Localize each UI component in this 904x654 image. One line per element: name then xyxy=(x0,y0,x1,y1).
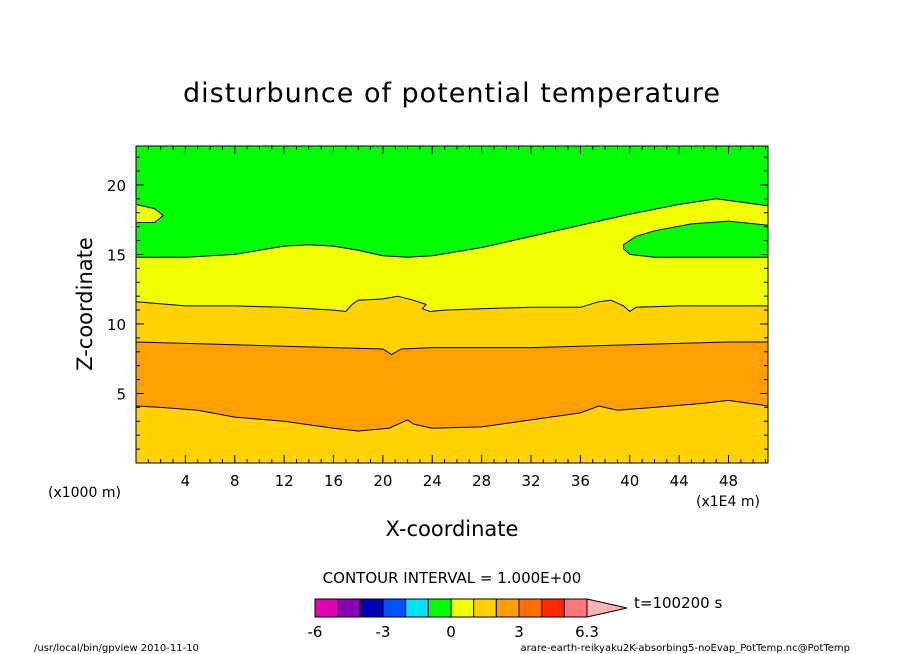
x-unit-label: (x1E4 m) xyxy=(696,494,760,510)
colorbar-cell xyxy=(359,598,384,618)
colorbar-tick-label: 0 xyxy=(446,623,456,641)
contour-line-3-upper xyxy=(135,341,768,356)
x-tick-label: 40 xyxy=(620,472,639,490)
yellow-notch-left xyxy=(136,204,164,223)
x-tick-label: 32 xyxy=(521,472,540,490)
y-tick-label: 15 xyxy=(107,246,126,264)
contour-line-1-island-right xyxy=(623,220,769,258)
colorbar-cell xyxy=(450,598,475,618)
y-tick-label: 20 xyxy=(107,177,126,195)
band-3-to-4 xyxy=(136,342,768,431)
x-tick-label: 8 xyxy=(230,472,240,490)
band-0-to-1 xyxy=(136,146,768,258)
contour-line-2 xyxy=(135,295,768,313)
x-tick-label: 20 xyxy=(373,472,392,490)
colorbar xyxy=(314,598,628,618)
colorbar-tick-label: 3 xyxy=(514,623,524,641)
colorbar-cell xyxy=(314,598,339,618)
chart-title: disturbunce of potential temperature xyxy=(183,78,721,109)
x-tick-label: 16 xyxy=(324,472,343,490)
footer-right: arare-earth-reikyaku2K-absorbing5-noEvap… xyxy=(521,643,851,654)
plot-area xyxy=(135,145,769,464)
contour-line-1 xyxy=(136,198,769,258)
colorbar-cell xyxy=(541,598,565,618)
colorbar-cell xyxy=(405,598,429,618)
time-label: t=100200 s xyxy=(634,594,722,612)
contour-line-1-island-left xyxy=(135,203,165,223)
contour-interval-label: CONTOUR INTERVAL = 1.000E+00 xyxy=(323,569,582,587)
colorbar-tick-label: -3 xyxy=(376,623,391,641)
colorbar-cell xyxy=(427,598,452,618)
colorbar-tick-label: 6.3 xyxy=(575,623,599,641)
x-tick-label: 48 xyxy=(719,472,738,490)
x-tick-label: 24 xyxy=(423,472,442,490)
colorbar-cell xyxy=(473,598,497,618)
y-unit-label: (x1000 m) xyxy=(48,485,121,501)
colorbar-cell xyxy=(563,598,588,618)
colorbar-cell xyxy=(495,598,520,618)
colorbar-cell xyxy=(337,598,361,618)
colorbar-tick-label: -6 xyxy=(308,623,323,641)
x-tick-label: 44 xyxy=(670,472,689,490)
y-tick-label: 10 xyxy=(107,316,126,334)
plot-frame xyxy=(135,145,769,464)
x-tick-label: 4 xyxy=(181,472,191,490)
colorbar-cell xyxy=(518,598,543,618)
colorbar-cell xyxy=(382,598,407,618)
y-tick-label: 5 xyxy=(116,385,126,403)
x-tick-label: 28 xyxy=(472,472,491,490)
x-tick-label: 36 xyxy=(571,472,590,490)
colorbar-arrow xyxy=(586,598,628,618)
x-axis-label: X-coordinate xyxy=(386,517,519,541)
contour-line-3-lower xyxy=(135,399,769,432)
y-axis-label: Z-coordinate xyxy=(73,237,97,371)
x-tick-label: 12 xyxy=(275,472,294,490)
footer-left: /usr/local/bin/gpview 2010-11-10 xyxy=(34,643,199,654)
